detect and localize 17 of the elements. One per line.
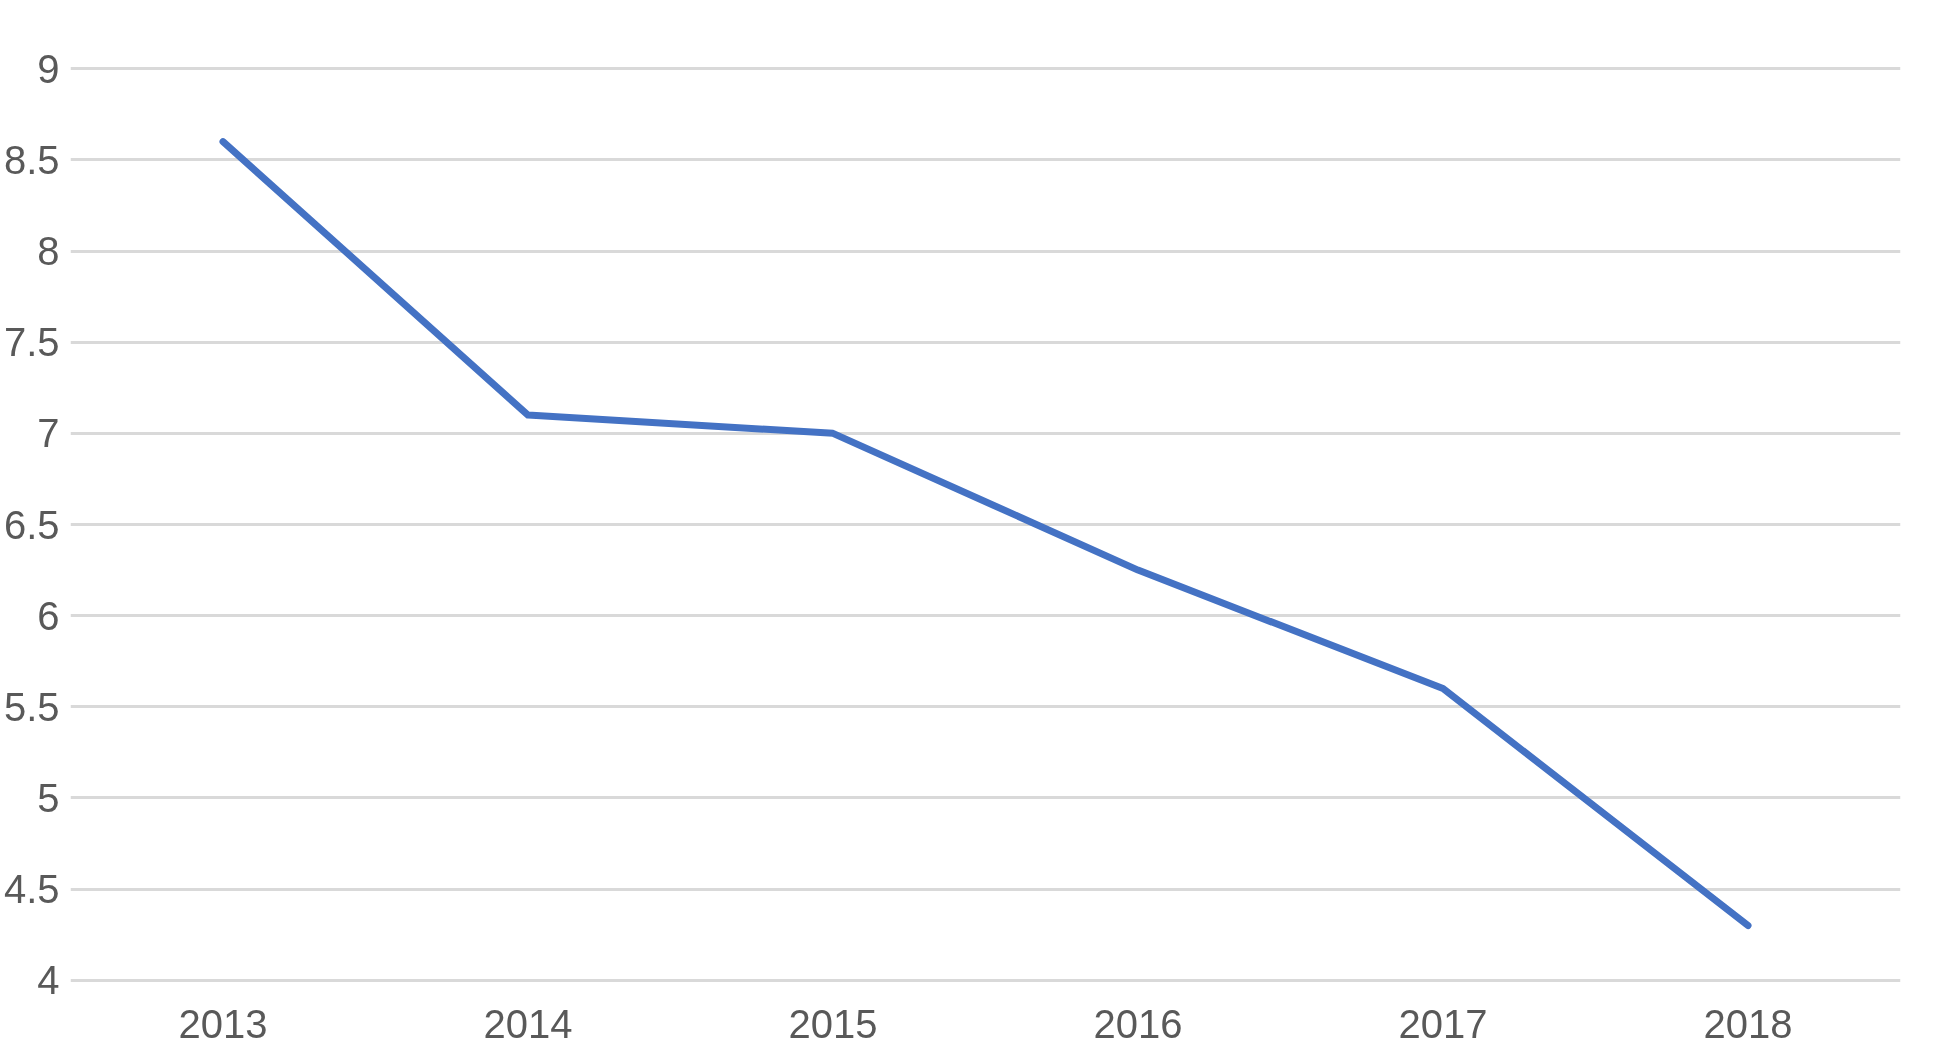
x-tick-label: 2013 [178,1001,268,1046]
y-tick-label: 6 [37,593,60,638]
y-tick-label: 6.5 [3,502,60,547]
x-tick-label: 2017 [1398,1001,1488,1046]
x-tick-label: 2014 [483,1001,573,1046]
y-tick-label: 7.5 [3,320,60,365]
y-tick-label: 9 [37,46,60,91]
y-tick-label: 8 [37,229,60,274]
x-tick-label: 2015 [788,1001,878,1046]
y-tick-label: 5 [37,775,60,820]
y-tick-label: 4.5 [3,867,60,912]
y-tick-label: 7 [37,411,60,456]
y-tick-label: 4 [37,958,60,1003]
x-tick-label: 2016 [1093,1001,1183,1046]
y-tick-label: 5.5 [3,684,60,729]
x-tick-label: 2018 [1703,1001,1793,1046]
y-tick-label: 8.5 [3,137,60,182]
